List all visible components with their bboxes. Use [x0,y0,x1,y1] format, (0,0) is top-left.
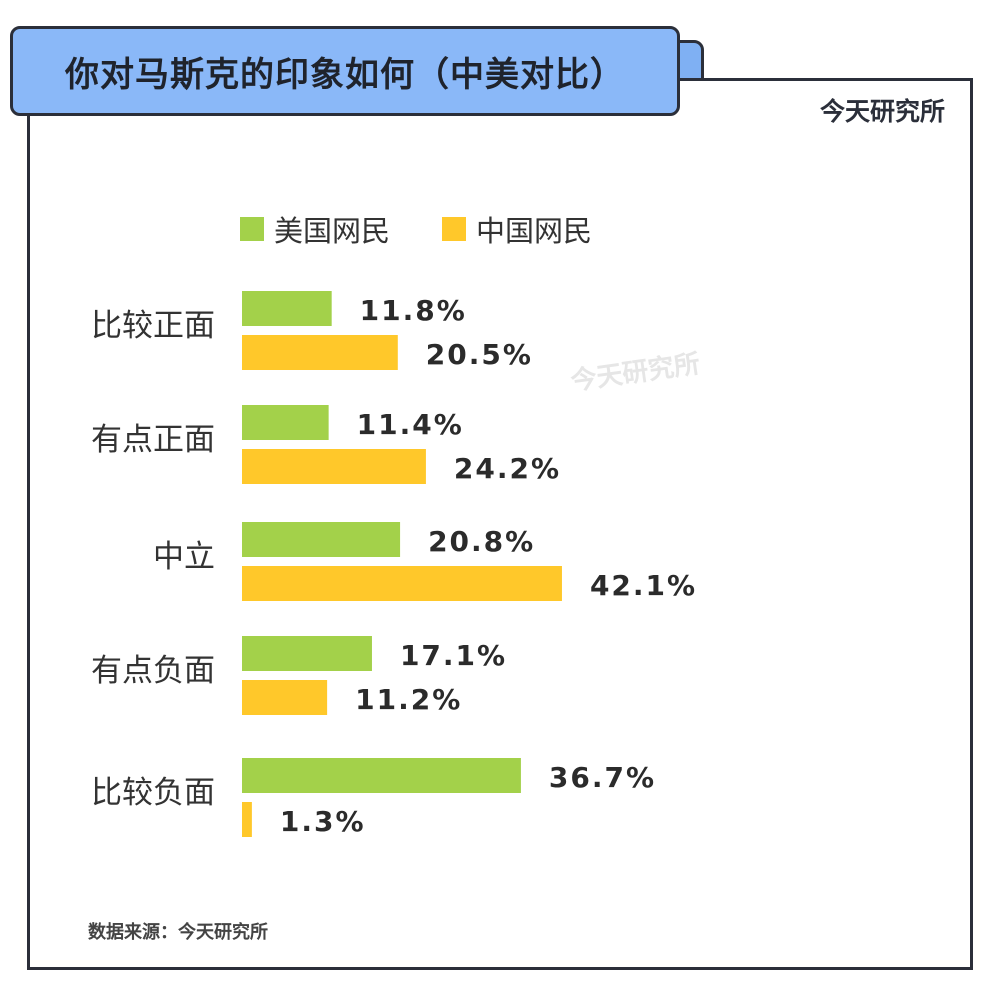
page-title: 你对马斯克的印象如何（中美对比） [65,54,625,95]
category-label: 有点负面 [91,653,215,689]
chart-frame [27,78,973,970]
legend-item-cn: 中国网民 [442,208,592,250]
bar-us [242,522,401,557]
data-label: 11.8% [360,294,467,327]
bar-us [242,758,521,793]
legend-swatch-cn [442,217,467,241]
legend-swatch-us [240,217,264,241]
data-label: 1.3% [280,805,366,838]
bar-cn [242,449,426,484]
data-label: 17.1% [400,639,507,672]
title-box: 你对马斯克的印象如何（中美对比） [10,26,680,116]
category-label: 有点正面 [91,422,215,458]
legend-item-us: 美国网民 [240,208,390,250]
source-note: 数据来源：今天研究所 [88,922,268,943]
data-label: 11.4% [357,408,464,441]
category-label: 比较正面 [91,308,215,344]
legend-label-us: 美国网民 [274,214,391,248]
brand-label: 今天研究所 [819,97,945,126]
category-label: 中立 [153,539,215,575]
category-label: 比较负面 [91,775,215,811]
bar-us [242,636,372,671]
bar-cn [242,335,398,370]
data-label: 36.7% [549,761,656,794]
data-label: 42.1% [590,569,697,602]
data-label: 24.2% [454,452,561,485]
bar-us [242,405,329,440]
data-label: 11.2% [355,683,462,716]
bar-cn [242,802,252,837]
bar-us [242,291,332,326]
legend-label-cn: 中国网民 [476,214,593,248]
data-label: 20.8% [428,525,535,558]
bar-cn [242,566,562,601]
bar-cn [242,680,328,715]
legend: 美国网民 中国网民 [240,208,592,250]
data-label: 20.5% [426,338,533,371]
